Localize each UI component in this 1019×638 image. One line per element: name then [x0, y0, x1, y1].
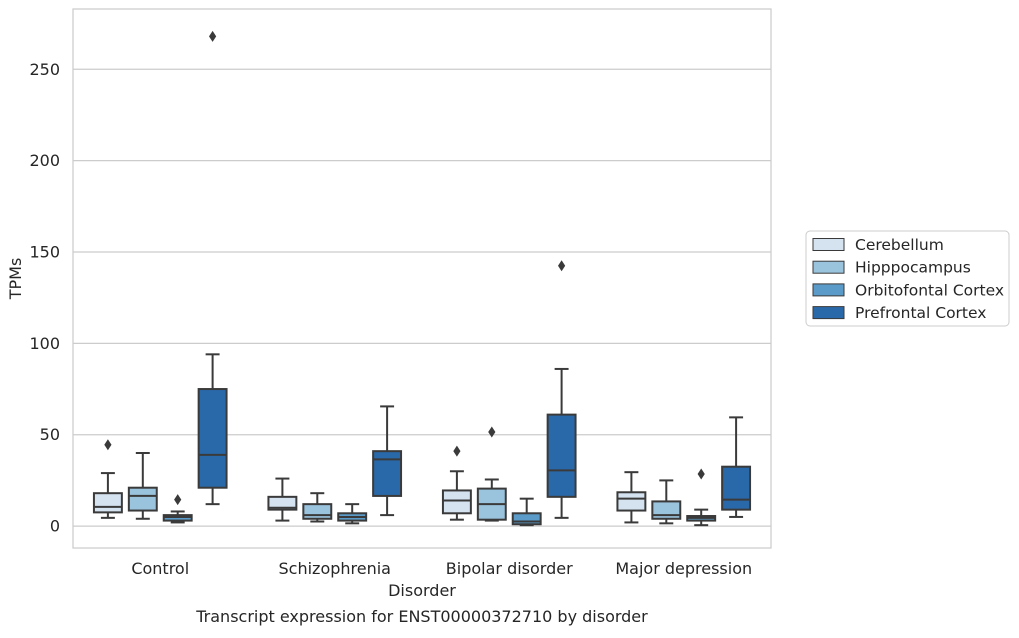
plot-frame	[72, 8, 772, 549]
legend-label: Hipppocampus	[855, 259, 971, 277]
outlier-point	[209, 30, 217, 42]
box-cerebellum	[441, 445, 472, 521]
box-iqr	[302, 503, 333, 520]
box-iqr	[267, 495, 298, 511]
box-orbitofontal-cortex	[337, 503, 368, 525]
x-tick-label: Bipolar disorder	[446, 559, 573, 578]
box-orbitofontal-cortex	[686, 468, 717, 527]
x-axis-label: Disorder	[388, 581, 456, 600]
outlier-point	[697, 468, 705, 480]
legend-swatch	[812, 238, 845, 251]
box-iqr	[616, 491, 647, 512]
box-orbitofontal-cortex	[511, 497, 542, 527]
y-tick-label: 200	[29, 151, 60, 170]
legend-swatch	[812, 306, 845, 320]
box-iqr	[651, 500, 682, 520]
axes: 0 50 100 150 200 250 Control Schizophrenia Bipol…	[29, 60, 752, 578]
box-iqr	[441, 489, 472, 515]
chart-caption: Transcript expression for ENST0000037271…	[195, 607, 648, 626]
box-cerebellum	[616, 471, 647, 524]
outlier-point	[558, 260, 566, 272]
box-iqr	[127, 486, 158, 512]
box-prefrontal-cortex	[197, 30, 228, 506]
y-tick-label: 100	[29, 334, 60, 353]
box-iqr	[721, 465, 752, 511]
box-orbitofontal-cortex	[162, 494, 193, 524]
box-iqr	[511, 512, 542, 526]
box-hipppocampus	[127, 451, 158, 520]
legend-frame	[805, 230, 1010, 327]
x-tick-label: Schizophrenia	[279, 559, 391, 578]
box-iqr	[546, 413, 577, 498]
box-cerebellum	[267, 477, 298, 522]
y-tick-label: 250	[29, 60, 60, 79]
outlier-point	[453, 445, 461, 457]
box-prefrontal-cortex	[721, 416, 752, 518]
outlier-point	[174, 494, 182, 506]
boxes-layer	[92, 30, 752, 527]
legend-label: Cerebellum	[855, 236, 944, 254]
box-hipppocampus	[476, 426, 507, 522]
box-prefrontal-cortex	[546, 260, 577, 519]
outlier-point	[104, 439, 112, 451]
x-tick-label: Control	[131, 559, 189, 578]
box-hipppocampus	[302, 492, 333, 523]
box-iqr	[197, 388, 228, 489]
box-iqr	[92, 492, 123, 514]
box-hipppocampus	[651, 479, 682, 525]
y-tick-label: 0	[50, 517, 60, 536]
legend-label: Orbitofontal Cortex	[855, 281, 1004, 299]
box-iqr	[372, 450, 403, 497]
grid-lines	[73, 68, 771, 527]
outlier-point	[488, 426, 496, 438]
x-tick-label: Major depression	[615, 559, 752, 578]
y-tick-label: 150	[29, 243, 60, 262]
legend-label: Prefrontal Cortex	[855, 304, 986, 322]
y-axis-label: TPMs	[6, 258, 25, 301]
legend-swatch	[812, 283, 845, 297]
box-prefrontal-cortex	[372, 405, 403, 517]
legend-swatch	[812, 260, 845, 274]
y-tick-label: 50	[40, 425, 60, 444]
box-cerebellum	[92, 439, 123, 519]
legend: Cerebellum Hipppocampus Orbitofontal Corte…	[805, 230, 1010, 327]
